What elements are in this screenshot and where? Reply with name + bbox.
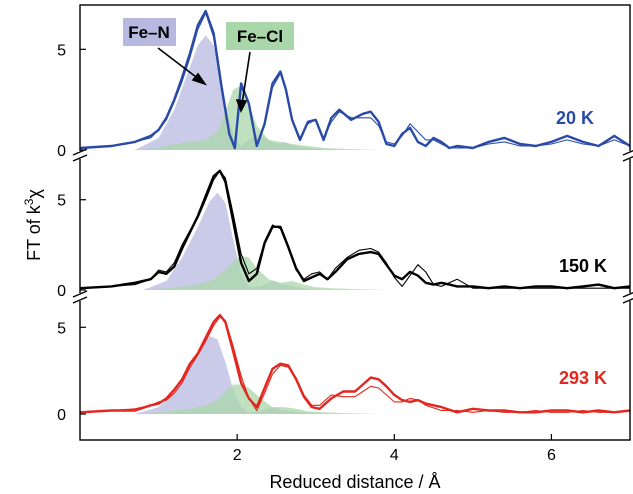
panel-label-150k: 150 K: [559, 256, 607, 276]
fe-n-component-area-20k: [135, 35, 348, 151]
y-axis-title-sup: 3: [22, 198, 36, 205]
legend-fe-n-label: Fe–N: [128, 23, 170, 42]
fe-cl-component-area-20k: [135, 85, 379, 150]
experiment-line-293k: [80, 313, 630, 414]
y-axis-title: FT of k3χ: [22, 189, 44, 261]
axis-break-1-right: [622, 149, 633, 162]
arrow-fe-cl-head: [235, 99, 248, 114]
x-axis-title: Reduced distance / Å: [269, 472, 440, 492]
y-axis-title-tail: χ: [24, 189, 44, 199]
plot-frame: [79, 4, 631, 441]
legend-fe-cl: Fe–Cl: [226, 22, 294, 50]
y-tick-label-150k-5: 5: [57, 193, 66, 210]
panel-label-293k: 293 K: [559, 368, 607, 388]
fe-n-component-area-150k: [142, 192, 348, 290]
axis-break-2-left: [72, 290, 88, 304]
panel-150k: [80, 169, 630, 290]
y-tick-label-293k-5: 5: [57, 320, 66, 337]
axis-break-2-right: [622, 291, 633, 304]
fe-n-component-area-293k: [135, 336, 340, 414]
annotation-arrows: [157, 47, 251, 114]
panel-293k: [80, 313, 630, 414]
fe-cl-component-area-150k: [142, 255, 387, 290]
arrow-fe-n-head: [191, 72, 208, 86]
arrow-fe-n: [157, 47, 201, 81]
y-tick-label-150k-0: 0: [57, 283, 66, 300]
x-tick-label-2: 2: [233, 447, 242, 464]
panel-20k: [80, 9, 630, 151]
y-axis-title-main: FT of k: [24, 204, 44, 261]
y-tick-label-293k-0: 0: [57, 407, 66, 424]
y-tick-label-20k-5: 5: [57, 42, 66, 59]
legend-fe-cl-swatch: [226, 22, 294, 50]
legend-fe-cl-label: Fe–Cl: [237, 27, 283, 46]
fit-line-20k: [80, 12, 630, 149]
arrow-fe-cl: [241, 51, 251, 105]
legend-fe-n-swatch: [123, 18, 176, 46]
panel-label-20k: 20 K: [556, 108, 594, 128]
fe-cl-component-area-293k: [135, 384, 379, 414]
y-tick-label-20k-0: 0: [57, 143, 66, 160]
fit-line-293k: [80, 316, 630, 413]
legend-fe-n: Fe–N: [123, 18, 176, 46]
fit-line-150k: [80, 170, 630, 289]
x-tick-label-4: 4: [390, 447, 399, 464]
x-tick-label-6: 6: [547, 447, 556, 464]
